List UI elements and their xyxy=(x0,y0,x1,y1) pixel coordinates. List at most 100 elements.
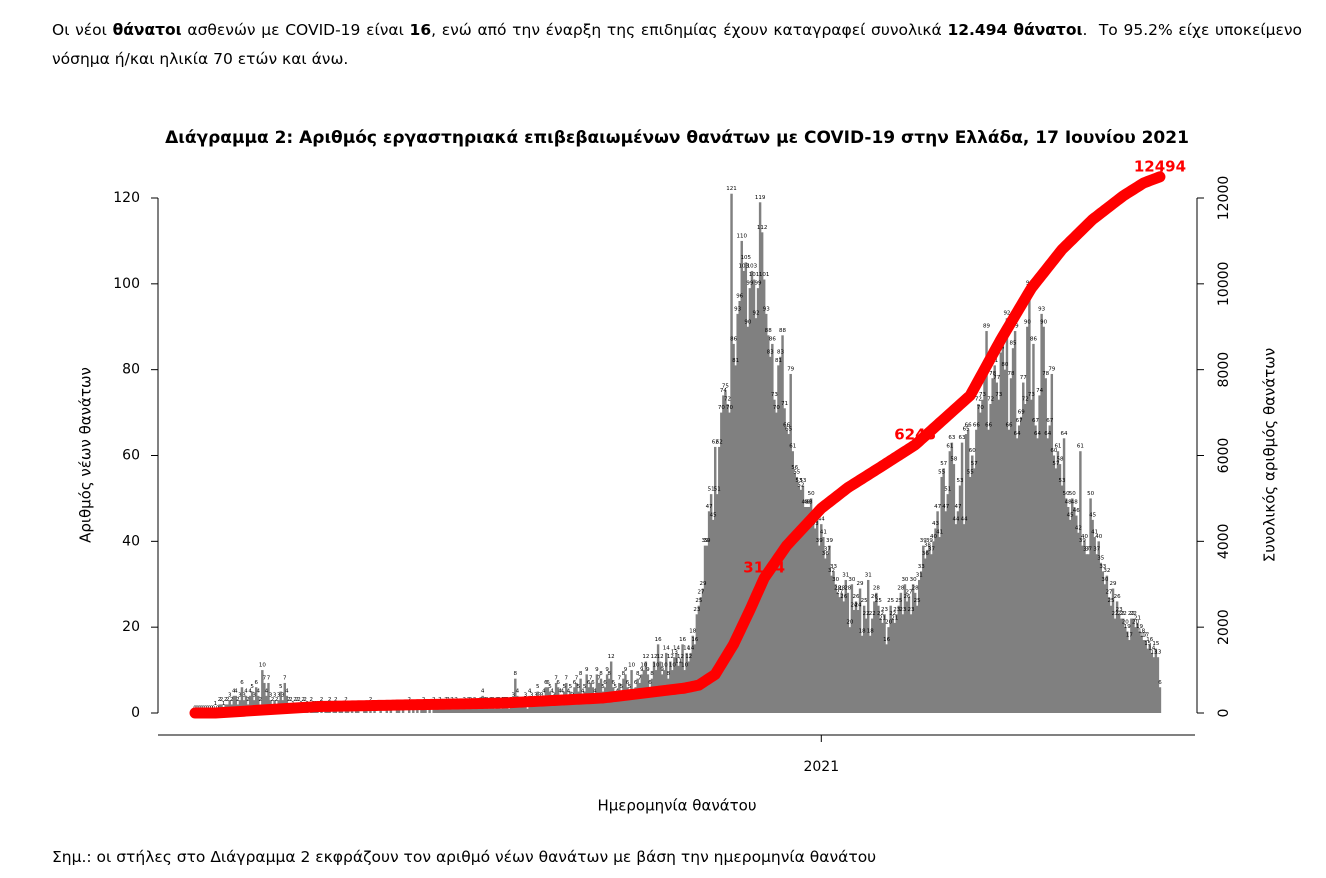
bar-label: 28 xyxy=(873,585,880,591)
bar xyxy=(667,678,670,713)
bar xyxy=(915,605,919,713)
bar-label: 64 xyxy=(1014,431,1021,437)
chart-title: Διάγραμμα 2: Αριθμός εργαστηριακά επιβεβ… xyxy=(165,128,1189,148)
bar xyxy=(883,614,886,713)
bar xyxy=(820,524,823,713)
bar xyxy=(975,429,978,713)
bar-label: 17 xyxy=(1142,633,1149,639)
bar xyxy=(1019,416,1023,713)
bar-label: 2 xyxy=(224,697,228,703)
y-tick-label: 80 xyxy=(122,362,140,378)
bar-label: 40 xyxy=(1095,534,1102,540)
bar-label: 2 xyxy=(271,697,275,703)
bar xyxy=(873,601,876,713)
bar-label: 38 xyxy=(924,542,931,548)
bar xyxy=(999,352,1003,713)
bar-label: 4 xyxy=(528,688,532,694)
bar xyxy=(1091,519,1094,713)
bar-label: 10 xyxy=(259,663,266,669)
bar xyxy=(954,524,958,713)
bar-label: 47 xyxy=(954,504,961,510)
bar-label: 27 xyxy=(1105,590,1112,596)
bar-label: 5 xyxy=(569,684,573,690)
bar-label: 80 xyxy=(1001,362,1008,368)
bar xyxy=(797,485,801,713)
bar xyxy=(1150,652,1154,713)
bar-label: 103 xyxy=(739,263,750,269)
bar-label: 30 xyxy=(901,577,908,583)
bar xyxy=(648,687,652,713)
bar xyxy=(1111,588,1115,713)
bar-label: 4 xyxy=(481,688,485,694)
bar-label: 88 xyxy=(779,328,786,334)
bar xyxy=(1134,627,1137,713)
bar-label: 37 xyxy=(1093,547,1100,553)
bar xyxy=(860,635,864,713)
bar xyxy=(885,644,888,713)
bar-label: 13 xyxy=(1150,650,1157,656)
bar-label: 2 xyxy=(301,697,305,703)
bar-label: 51 xyxy=(944,487,951,493)
bar-label: 33 xyxy=(918,564,925,570)
bar-label: 119 xyxy=(755,195,766,201)
bar xyxy=(1005,318,1009,713)
bar-label: 29 xyxy=(699,581,706,587)
bar xyxy=(1026,326,1029,713)
bar xyxy=(958,485,962,713)
bar xyxy=(822,537,825,713)
bar xyxy=(634,687,637,713)
bar-label: 48 xyxy=(1065,500,1072,506)
bar-label: 81 xyxy=(732,358,739,364)
y-tick-label: 100 xyxy=(113,276,140,292)
bar xyxy=(1034,425,1037,713)
line-label: 3144 xyxy=(743,559,785,577)
bar xyxy=(718,446,721,713)
bar-label: 2 xyxy=(369,697,373,703)
bar xyxy=(440,708,444,713)
bar xyxy=(1077,532,1080,713)
bar xyxy=(897,605,901,713)
bar xyxy=(981,399,984,713)
bar-label: 72 xyxy=(987,397,994,403)
bar xyxy=(1044,378,1047,713)
bar-label: 20 xyxy=(1122,620,1129,626)
bar-label: 22 xyxy=(1112,611,1119,617)
bar xyxy=(1121,618,1125,713)
bar-label: 24 xyxy=(850,603,857,609)
bar xyxy=(983,378,986,713)
bar-label: 63 xyxy=(959,435,966,441)
bar-label: 22 xyxy=(863,611,870,617)
bar-label: 6 xyxy=(1158,680,1162,686)
bar-label: 7 xyxy=(267,675,271,681)
bar-label: 55 xyxy=(967,469,974,475)
bar-label: 2 xyxy=(230,697,234,703)
bar-label: 90 xyxy=(744,319,751,325)
bar-label: 14 xyxy=(1148,645,1155,651)
bar xyxy=(815,519,819,713)
bar xyxy=(991,378,994,713)
bar-label: 11 xyxy=(675,658,682,664)
bar xyxy=(928,545,931,713)
bar-label: 28 xyxy=(838,585,845,591)
bar xyxy=(412,708,415,713)
bar-label: 25 xyxy=(875,598,882,604)
bar xyxy=(1075,515,1078,713)
bar xyxy=(571,700,574,713)
bar-label: 36 xyxy=(822,551,829,557)
bar xyxy=(1056,451,1060,713)
bar xyxy=(593,695,597,713)
bar xyxy=(234,695,238,713)
bar-label: 51 xyxy=(708,487,715,493)
bar xyxy=(1085,554,1088,713)
bar xyxy=(499,708,503,713)
bar-label: 2 xyxy=(289,697,293,703)
bar-label: 60 xyxy=(1050,448,1057,454)
bar-label: 62 xyxy=(716,439,723,445)
bar xyxy=(1097,541,1100,713)
bar-label: 3 xyxy=(242,693,246,699)
bar xyxy=(781,335,784,713)
bar-label: 67 xyxy=(1032,418,1039,424)
bar xyxy=(428,708,431,713)
bar xyxy=(960,442,964,713)
bar-label: 75 xyxy=(722,384,729,390)
